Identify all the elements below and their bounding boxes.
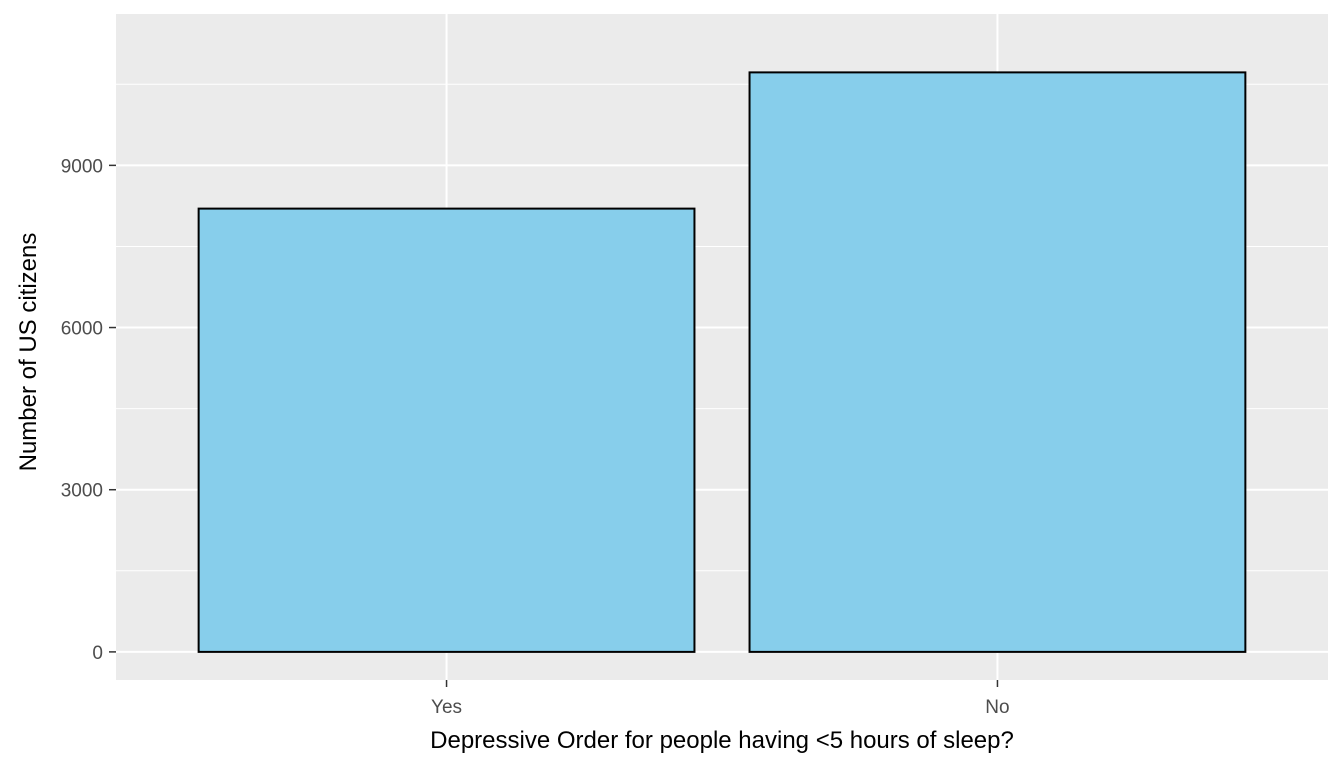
- bars-group: [197, 71, 1247, 653]
- bar-no: [748, 71, 1247, 653]
- x-axis-title: Depressive Order for people having <5 ho…: [430, 727, 1014, 754]
- bar-yes: [197, 207, 696, 653]
- y-axis-title: Number of US citizens: [15, 233, 42, 472]
- x-axis: Yes No: [431, 680, 1010, 718]
- y-axis: 0 3000 6000 9000: [61, 156, 116, 664]
- y-tick-label: 0: [92, 643, 103, 664]
- y-tick-label: 3000: [61, 481, 103, 502]
- x-tick-label: No: [985, 697, 1009, 718]
- x-tick-label: Yes: [431, 697, 462, 718]
- y-tick-label: 9000: [61, 156, 103, 177]
- y-tick-label: 6000: [61, 319, 103, 340]
